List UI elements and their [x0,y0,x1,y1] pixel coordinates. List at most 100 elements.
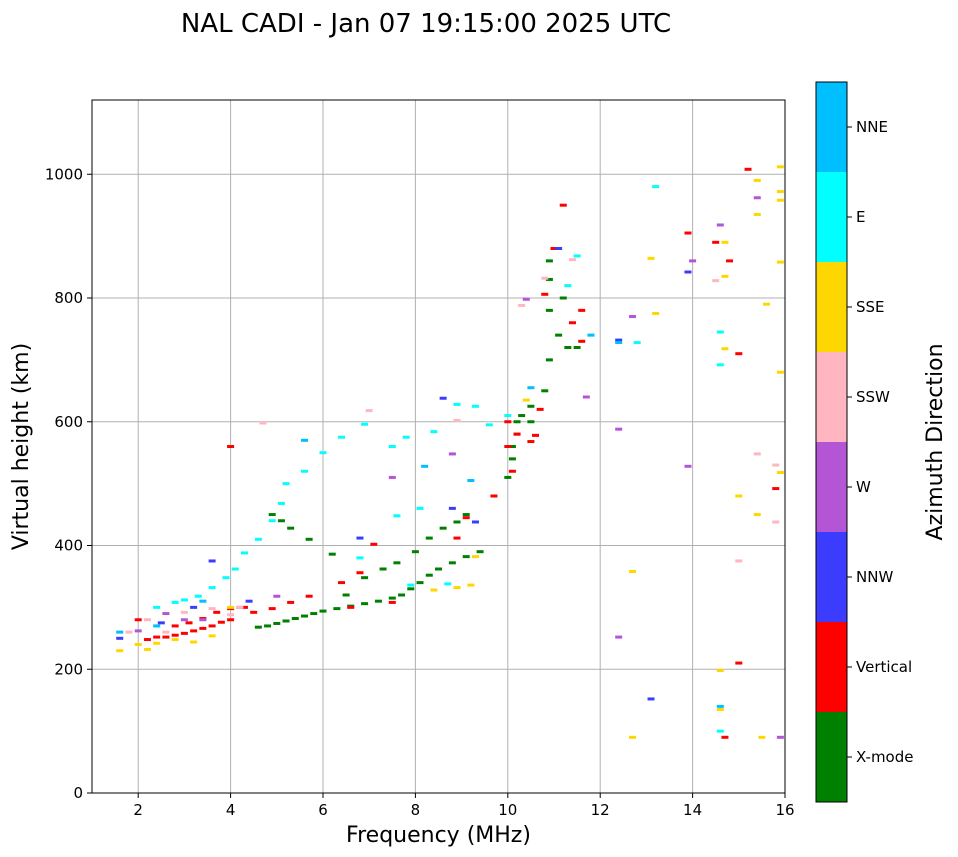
data-point-xmode [504,475,512,479]
data-point-nnw [684,270,692,274]
data-point-e [716,729,724,733]
data-point-xmode [527,420,535,424]
data-point-vertical [744,167,752,171]
data-point-sse [776,470,784,474]
data-point-vertical [453,536,461,540]
data-point-w [582,395,590,399]
data-point-e [471,404,479,408]
data-point-xmode [545,358,553,362]
data-point-w [716,223,724,227]
data-point-xmode [342,593,350,597]
data-point-nnw [157,621,165,625]
data-point-e [208,586,216,590]
data-points [116,165,784,739]
data-point-xmode [527,404,535,408]
x-tick-label: 4 [226,801,236,819]
data-point-xmode [388,596,396,600]
data-point-w [448,452,456,456]
colorbar-segment-sse [816,262,847,352]
data-point-vertical [559,203,567,207]
data-point-sse [430,588,438,592]
data-point-nne [301,438,309,442]
data-point-sse [776,370,784,374]
data-point-w [615,427,623,431]
data-point-ssw [143,618,151,622]
colorbar-label: Azimuth Direction [923,343,948,540]
y-axis-label: Virtual height (km) [9,343,34,550]
data-point-sse [190,640,198,644]
data-point-sse [776,260,784,264]
data-point-vertical [185,621,193,625]
data-point-e [393,514,401,518]
data-point-sse [763,302,771,306]
data-point-ssw [753,452,761,456]
y-tick-label: 0 [73,784,83,802]
data-point-vertical [208,624,216,628]
data-point-xmode [277,519,285,523]
data-point-vertical [513,432,521,436]
data-point-vertical [162,635,170,639]
y-tick-label: 600 [54,413,83,431]
data-point-vertical [171,633,179,637]
data-point-vertical [508,469,516,473]
data-point-nne [116,630,124,634]
data-point-xmode [333,607,341,611]
data-point-vertical [199,626,207,630]
data-point-xmode [559,296,567,300]
x-tick-label: 16 [775,801,794,819]
y-tick-label: 1000 [45,165,83,183]
data-point-xmode [328,552,336,556]
data-point-sse [467,583,475,587]
data-point-e [194,594,202,598]
x-tick-label: 6 [318,801,328,819]
data-point-w [199,618,207,622]
colorbar-segment-ssw [816,352,847,442]
data-point-w [134,629,142,633]
x-tick-label: 12 [591,801,610,819]
colorbar-tick-label: NNW [856,568,893,586]
data-point-sse [153,641,161,645]
data-point-vertical [337,581,345,585]
data-point-sse [453,586,461,590]
data-point-xmode [545,308,553,312]
data-point-nne [527,386,535,390]
colorbar-tick-label: SSW [856,388,890,406]
data-point-vertical [578,308,586,312]
data-point-e [430,430,438,434]
data-point-vertical [227,618,235,622]
data-point-nnw [555,247,563,250]
data-point-vertical [268,607,276,611]
data-point-xmode [453,520,461,524]
data-point-e [356,556,364,560]
data-point-xmode [508,457,516,461]
data-point-ssw [180,610,188,614]
data-point-vertical [536,407,544,411]
data-point-vertical [250,610,258,614]
colorbar-segment-vertical [816,622,847,712]
data-point-sse [629,735,637,739]
data-point-xmode [555,333,563,337]
data-point-vertical [712,240,720,244]
data-point-ssw [453,419,461,423]
data-point-e [180,598,188,602]
data-point-xmode [374,599,382,603]
data-point-e [361,422,369,426]
data-point-e [716,363,724,367]
data-point-xmode [379,567,387,571]
data-point-xmode [462,555,470,559]
data-point-w [273,594,281,598]
data-point-vertical [504,445,512,448]
data-point-nnw [116,636,124,640]
data-point-e [504,414,512,418]
data-point-ssw [162,630,170,634]
data-point-vertical [370,542,378,546]
colorbar: X-mode Vertical NNW W SSW SSE E NNE [815,81,913,803]
data-point-e [222,576,230,580]
colorbar-tick-label: NNE [856,118,888,136]
data-point-xmode [435,567,442,571]
data-point-sse [776,198,784,202]
colorbar-tick-label: Vertical [856,658,912,676]
data-point-vertical [287,600,295,604]
data-point-ssw [518,303,526,307]
data-point-nne [587,333,595,337]
